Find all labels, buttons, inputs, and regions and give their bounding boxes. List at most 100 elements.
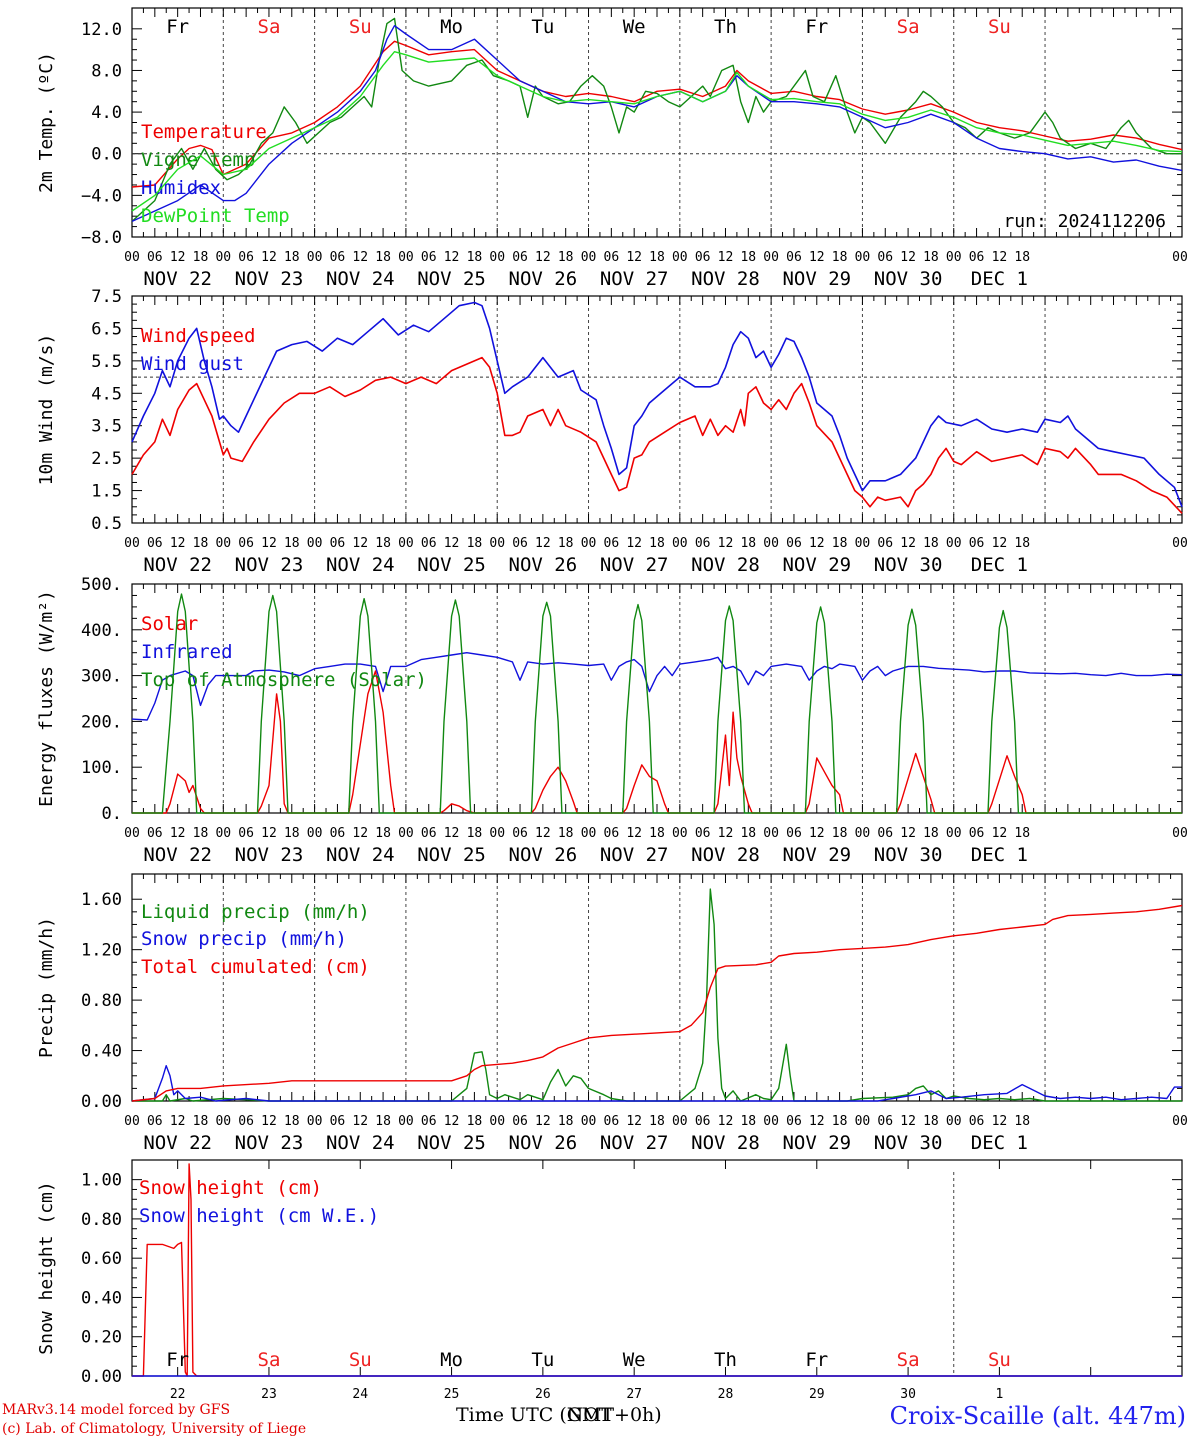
hour-tick-label: 18 [740, 1114, 756, 1129]
hour-tick-label: 12 [718, 250, 734, 265]
hour-tick-label: 00 [855, 536, 871, 551]
hour-tick-label: 18 [740, 250, 756, 265]
hour-tick-label: 18 [649, 1114, 665, 1129]
legend-entry: Snow height (cm) [139, 1177, 322, 1199]
time-axis-label-end: +0h) [614, 1404, 662, 1426]
date-label: NOV 22 [143, 268, 212, 290]
hour-tick-label: 18 [740, 536, 756, 551]
hour-tick-label: 12 [626, 250, 642, 265]
hour-tick-label: 06 [695, 250, 711, 265]
hour-tick-label: 18 [284, 826, 300, 841]
hour-tick-label: 06 [147, 1114, 163, 1129]
hour-tick-label: 18 [284, 1114, 300, 1129]
day-number-label: 28 [718, 1387, 734, 1400]
y-tick-label: 200. [81, 712, 122, 732]
hour-tick-label: 12 [900, 1114, 916, 1129]
date-label: NOV 25 [417, 1132, 486, 1154]
day-number-label: 24 [352, 1387, 368, 1400]
y-tick-label: 0. [102, 804, 122, 824]
hour-tick-label: 06 [877, 536, 893, 551]
hour-tick-label: 00 [398, 250, 414, 265]
hour-tick-label: 18 [467, 826, 483, 841]
y-tick-label: 5.5 [91, 352, 122, 372]
hour-tick-label: 12 [718, 1114, 734, 1129]
hour-tick-label: 00 [855, 1114, 871, 1129]
hour-tick-label: 12 [809, 250, 825, 265]
hour-tick-label: 06 [512, 826, 528, 841]
hour-tick-label: 06 [969, 1114, 985, 1129]
time-axis-label: Time UTC (GMT NOT +0h) [456, 1404, 662, 1426]
weekday-tag: Su [349, 16, 372, 38]
y-tick-label: −4.0 [81, 186, 122, 206]
hour-tick-label: 18 [1014, 536, 1030, 551]
series-line [131, 51, 1183, 212]
hour-tick-label: 06 [147, 250, 163, 265]
series-line [132, 670, 1182, 814]
hour-tick-label: 06 [421, 826, 437, 841]
date-label: DEC 1 [971, 1132, 1028, 1154]
hour-tick-label: 12 [535, 826, 551, 841]
y-tick-label: 0.5 [91, 514, 122, 534]
hour-tick-label: 06 [330, 1114, 346, 1129]
hour-tick-label: 00 [398, 536, 414, 551]
date-label: NOV 25 [417, 844, 486, 866]
y-tick-label: 12.0 [81, 20, 122, 40]
hour-tick-label: 00 [489, 250, 505, 265]
hour-tick-label: 00 [855, 826, 871, 841]
hour-tick-label: 00 [1172, 826, 1188, 841]
hour-tick-label: 12 [626, 536, 642, 551]
hour-tick-label: 00 [581, 536, 597, 551]
lab-credit: (c) Lab. of Climatology, University of L… [2, 1421, 307, 1437]
series-line [131, 1064, 1182, 1102]
hour-tick-label: 12 [170, 826, 186, 841]
weekday-tag-bottom: Su [349, 1349, 372, 1371]
series-line [131, 301, 1183, 508]
legend-entry: DewPoint Temp [141, 205, 290, 227]
weekday-tag-bottom: Sa [897, 1349, 920, 1371]
hour-tick-label: 00 [398, 826, 414, 841]
hour-tick-label: 06 [695, 536, 711, 551]
hour-tick-label: 00 [124, 1114, 140, 1129]
hour-tick-label: 06 [604, 826, 620, 841]
hour-tick-label: 18 [193, 1114, 209, 1129]
hour-tick-label: 06 [969, 250, 985, 265]
timezone-not: NOT [566, 1404, 612, 1426]
hour-tick-label: 06 [786, 826, 802, 841]
date-label: NOV 25 [417, 554, 486, 576]
y-tick-label: 0.40 [81, 1288, 122, 1308]
series-line [132, 1163, 1182, 1377]
hour-tick-label: 18 [923, 826, 939, 841]
weekday-tag: We [623, 16, 646, 38]
hour-tick-label: 00 [672, 250, 688, 265]
hour-tick-label: 18 [649, 826, 665, 841]
date-label: NOV 24 [326, 1132, 395, 1154]
hour-tick-label: 06 [330, 826, 346, 841]
hour-tick-label: 18 [1014, 826, 1030, 841]
hour-tick-label: 06 [147, 536, 163, 551]
legend-entry: Solar [141, 613, 198, 635]
hour-tick-label: 12 [535, 536, 551, 551]
date-label: DEC 1 [971, 844, 1028, 866]
date-label: NOV 28 [691, 554, 760, 576]
legend-entry: Snow precip (mm/h) [141, 928, 347, 950]
y-tick-label: 100. [81, 758, 122, 778]
hour-tick-label: 00 [763, 536, 779, 551]
y-tick-label: 0.40 [81, 1042, 122, 1062]
y-axis-label: 10m Wind (m/s) [36, 334, 57, 486]
hour-tick-label: 12 [444, 250, 460, 265]
y-tick-label: 2.5 [91, 449, 122, 469]
hour-tick-label: 18 [649, 536, 665, 551]
hour-tick-label: 12 [170, 250, 186, 265]
y-axis-label: 2m Temp. (ºC) [36, 52, 57, 193]
hour-tick-label: 00 [1172, 1114, 1188, 1129]
hour-tick-label: 18 [1014, 250, 1030, 265]
hour-tick-label: 12 [900, 826, 916, 841]
hour-tick-label: 00 [672, 1114, 688, 1129]
hour-tick-label: 12 [992, 1114, 1008, 1129]
hour-tick-label: 06 [238, 826, 254, 841]
hour-tick-label: 00 [215, 1114, 231, 1129]
date-label: NOV 22 [143, 554, 212, 576]
hour-tick-label: 18 [832, 536, 848, 551]
hour-tick-label: 18 [375, 826, 391, 841]
hour-tick-label: 18 [375, 536, 391, 551]
